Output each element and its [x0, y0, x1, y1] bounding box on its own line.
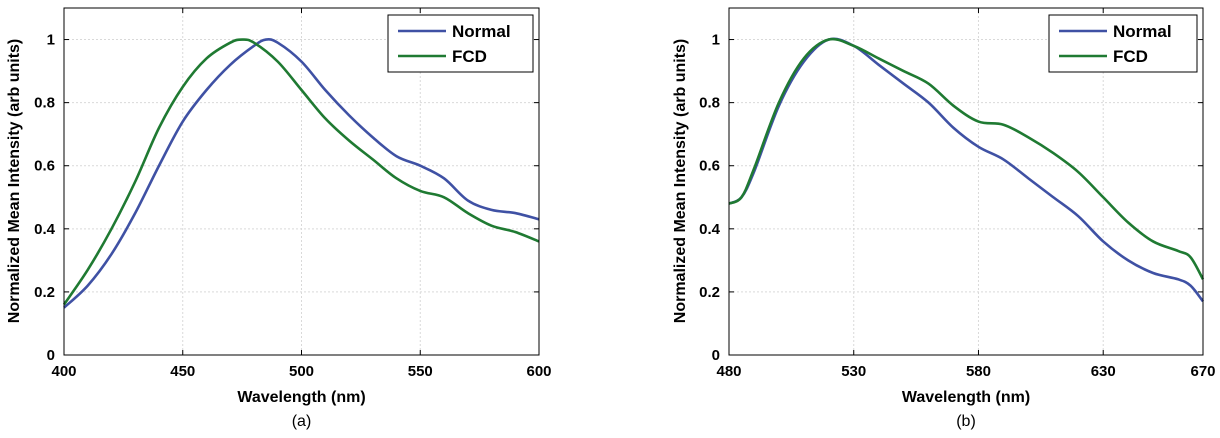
- x-tick-label: 670: [1190, 363, 1215, 380]
- y-tick-label: 0.2: [34, 284, 55, 301]
- x-tick-label: 630: [1091, 363, 1116, 380]
- y-tick-label: 0: [712, 347, 720, 364]
- y-tick-label: 0.2: [699, 284, 720, 301]
- series-line-normal: [63, 38, 540, 309]
- x-axis-label: Wavelength (nm): [902, 389, 1030, 406]
- y-axis-label: Normalized Mean Intensity (arb units): [672, 39, 689, 323]
- series-line-fcd: [62, 38, 540, 306]
- x-tick-label: 480: [716, 363, 741, 380]
- legend: Normal FCD: [387, 14, 534, 73]
- legend-label-normal: Normal: [1113, 22, 1172, 41]
- legend-label-normal: Normal: [452, 22, 511, 41]
- y-tick-label: 0.4: [34, 221, 56, 238]
- y-tick-label: 1: [712, 32, 720, 49]
- legend-box: [1048, 14, 1198, 73]
- x-tick-label: 530: [841, 363, 866, 380]
- x-tick-label: 450: [170, 363, 195, 380]
- x-tick-label: 400: [51, 363, 76, 380]
- y-axis-label: Normalized Mean Intensity (arb units): [6, 39, 23, 323]
- x-axis-label: Wavelength (nm): [237, 389, 365, 406]
- axes-frame: [728, 7, 1204, 356]
- panel-label: (b): [956, 413, 976, 430]
- chart-panel-2: 480 530 580 630 670 0 0.2 0.4 0.6 0.8 1 Wavelength …: [672, 7, 1216, 430]
- x-tick-label: 600: [526, 363, 551, 380]
- x-tick-label: 580: [966, 363, 991, 380]
- legend: Normal FCD: [1048, 14, 1198, 73]
- series-line-normal: [728, 37, 1205, 303]
- y-tick-label: 0.6: [699, 158, 720, 175]
- legend-box: [387, 14, 534, 73]
- y-tick-label: 0.4: [699, 221, 721, 238]
- y-tick-label: 0.6: [34, 158, 55, 175]
- y-tick-label: 0.8: [699, 95, 720, 112]
- y-tick-label: 0: [47, 347, 55, 364]
- panel-label: (a): [292, 413, 312, 430]
- chart-panel-1: 400 450 500 550 600 0 0.2 0.4 0.6 0.8 1 Wavelength …: [6, 7, 552, 430]
- y-tick-label: 0.8: [34, 95, 55, 112]
- x-tick-label: 500: [289, 363, 314, 380]
- legend-label-fcd: FCD: [452, 47, 487, 66]
- x-tick-label: 550: [408, 363, 433, 380]
- y-tick-label: 1: [47, 32, 55, 49]
- legend-label-fcd: FCD: [1113, 47, 1148, 66]
- series-line-fcd: [728, 37, 1205, 280]
